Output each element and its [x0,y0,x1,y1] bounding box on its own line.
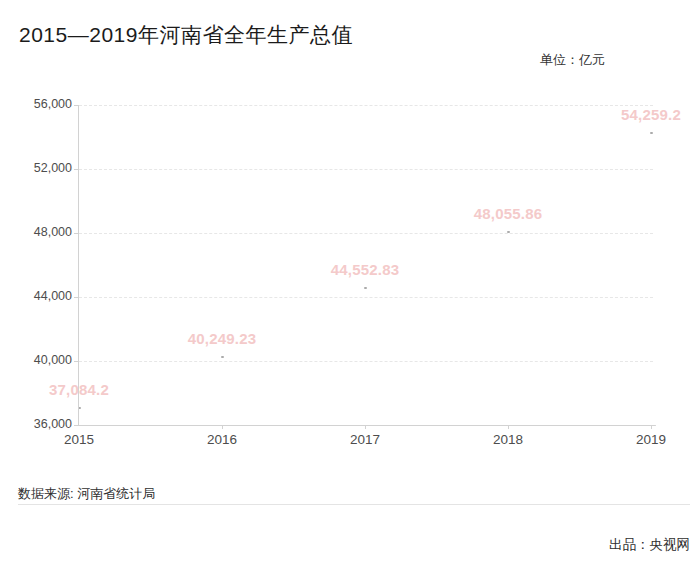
y-gridline [79,105,653,106]
y-gridline [79,233,653,234]
data-source-note: 数据来源: 河南省统计局 [18,485,155,503]
footer-divider [18,504,690,505]
y-axis-tick-label: 40,000 [8,353,72,367]
x-axis-line [78,425,656,426]
y-axis-tick-label: 56,000 [8,97,72,111]
data-point [221,356,224,358]
x-axis-tick-label: 2015 [49,432,109,447]
y-axis-tick-label: 48,000 [8,225,72,239]
data-point [650,132,653,134]
y-gridline [79,169,653,170]
x-axis-tick-label: 2019 [621,432,681,447]
data-point-label: 37,084.2 [14,381,144,398]
x-axis-tick-label: 2016 [192,432,252,447]
x-axis-tick-label: 2018 [478,432,538,447]
data-point [364,287,367,289]
y-axis-tick-label: 52,000 [8,161,72,175]
y-axis-tick-label: 36,000 [8,417,72,431]
y-gridline [79,297,653,298]
data-point [507,231,510,233]
data-point-label: 44,552.83 [300,261,430,278]
data-point-label: 48,055.86 [443,205,573,222]
y-gridline [79,361,653,362]
data-point-label: 40,249.23 [157,330,287,347]
producer-credit: 出品：央视网 [390,536,690,554]
y-axis-line [78,105,79,425]
y-axis-tick-label: 44,000 [8,289,72,303]
x-axis-tick-label: 2017 [335,432,395,447]
data-point-label: 54,259.2 [586,106,700,123]
